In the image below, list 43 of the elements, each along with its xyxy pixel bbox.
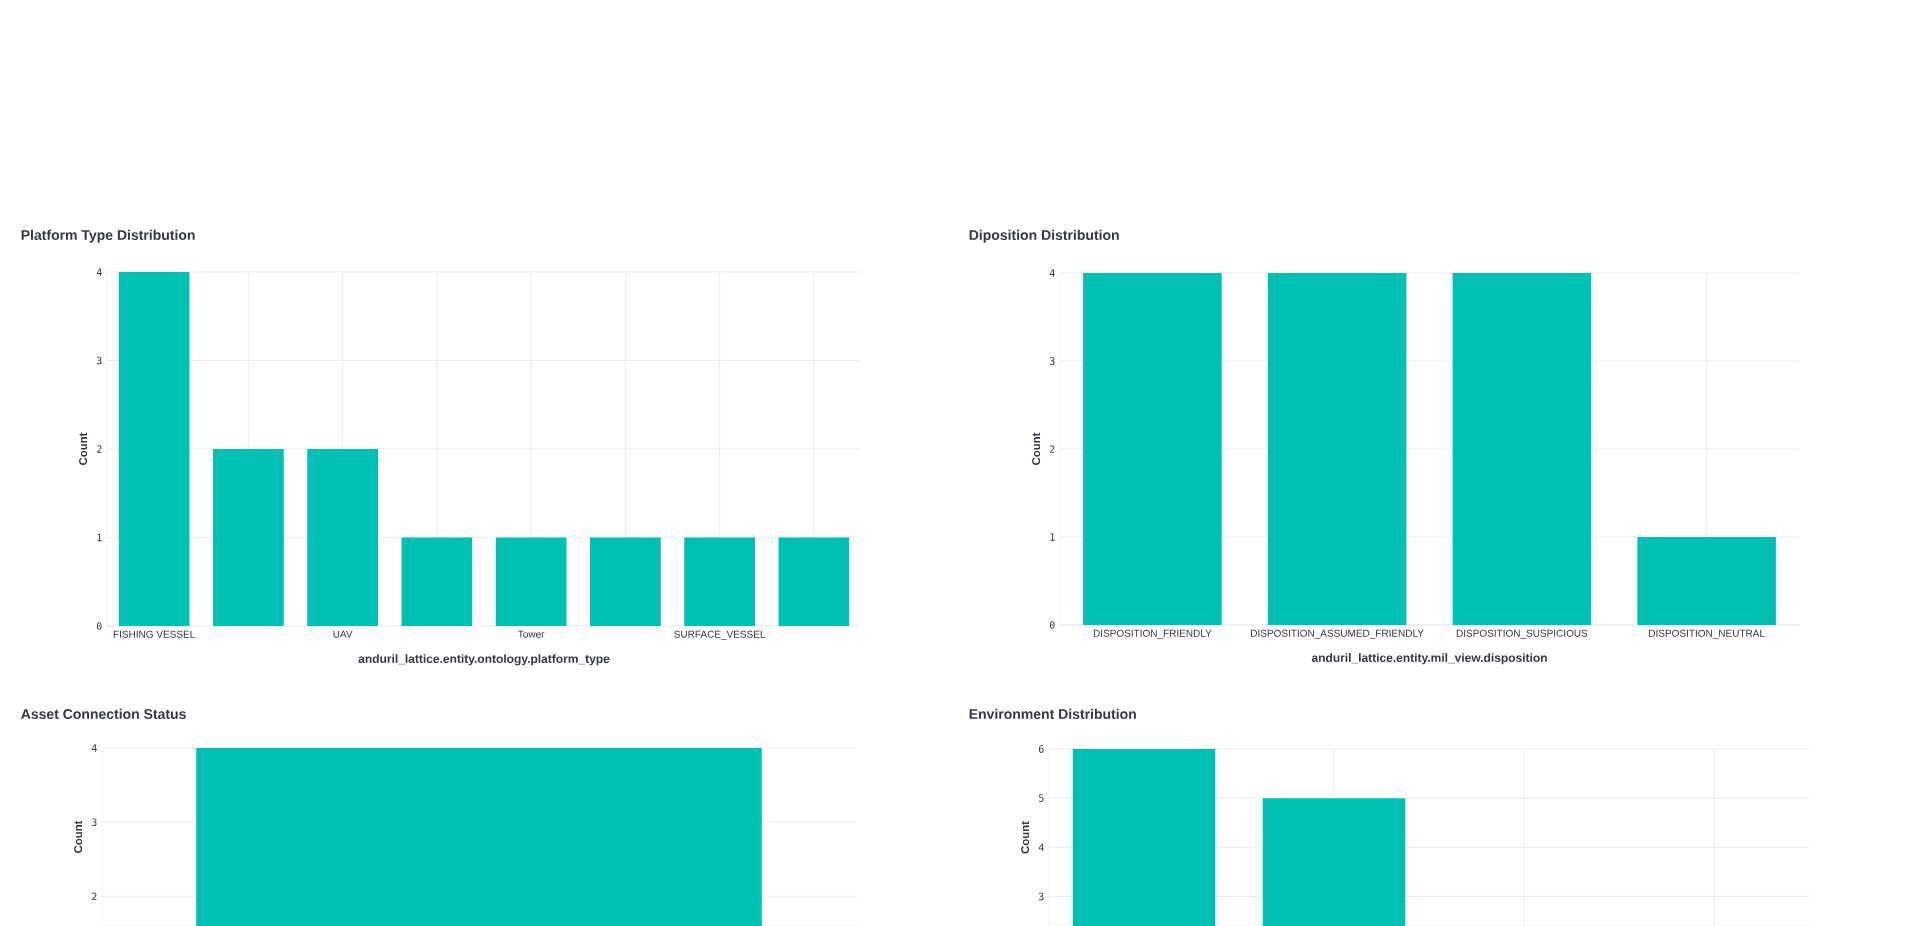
y-tick-label: 6	[1038, 745, 1044, 753]
x-tick-label: UAV	[333, 630, 353, 638]
x-tick-label: Tower	[518, 630, 545, 638]
chart-title: Asset Connection Status	[21, 708, 186, 719]
y-tick-label: 2	[1050, 445, 1055, 453]
y-tick-label: 3	[1038, 892, 1044, 901]
y-tick-label: 4	[91, 744, 97, 752]
y-tick-label: 3	[1049, 357, 1055, 365]
x-tick-label: DISPOSITION_NEUTRAL	[1649, 629, 1765, 639]
y-axis-title: Count	[79, 432, 88, 465]
y-tick-label: 2	[97, 445, 102, 453]
bar	[590, 537, 661, 626]
bar	[307, 449, 378, 626]
y-tick-label: 4	[96, 268, 102, 276]
y-tick-label: 4	[1038, 843, 1044, 851]
y-tick-label: 2	[92, 892, 97, 901]
x-tick-label: DISPOSITION_ASSUMED_FRIENDLY	[1251, 629, 1424, 639]
x-axis-title: anduril_lattice.entity.ontology.platform_type	[358, 654, 610, 666]
x-axis-title: anduril_lattice.entity.mil_view.disposition	[1311, 653, 1547, 665]
y-tick-label: 0	[1049, 621, 1055, 629]
bar	[118, 272, 190, 626]
x-tick-label: FISHING VESSEL	[113, 630, 195, 638]
y-tick-label: 5	[1038, 794, 1044, 802]
bar	[213, 449, 284, 626]
y-tick-label: 0	[96, 622, 102, 630]
bar	[778, 537, 850, 626]
x-tick-label: SURFACE_VESSEL	[674, 630, 766, 640]
bar	[401, 537, 473, 626]
y-tick-label: 4	[1049, 269, 1055, 277]
x-tick-label: DISPOSITION_FRIENDLY	[1093, 629, 1212, 639]
y-tick-label: 1	[97, 533, 102, 542]
bar	[684, 537, 755, 626]
y-tick-label: 1	[1050, 533, 1055, 541]
y-axis-title: Count	[74, 820, 83, 853]
chart-title: Platform Type Distribution	[21, 229, 195, 243]
chart-title: Environment Distribution	[969, 708, 1136, 719]
chart-title: Diposition Distribution	[969, 229, 1119, 243]
y-axis-title: Count	[1032, 432, 1041, 465]
x-tick-label: DISPOSITION_SUSPICIOUS	[1456, 629, 1588, 639]
y-axis-title: Count	[1021, 821, 1030, 854]
bar	[495, 537, 567, 626]
y-tick-label: 3	[91, 818, 97, 826]
y-tick-label: 3	[96, 356, 102, 365]
